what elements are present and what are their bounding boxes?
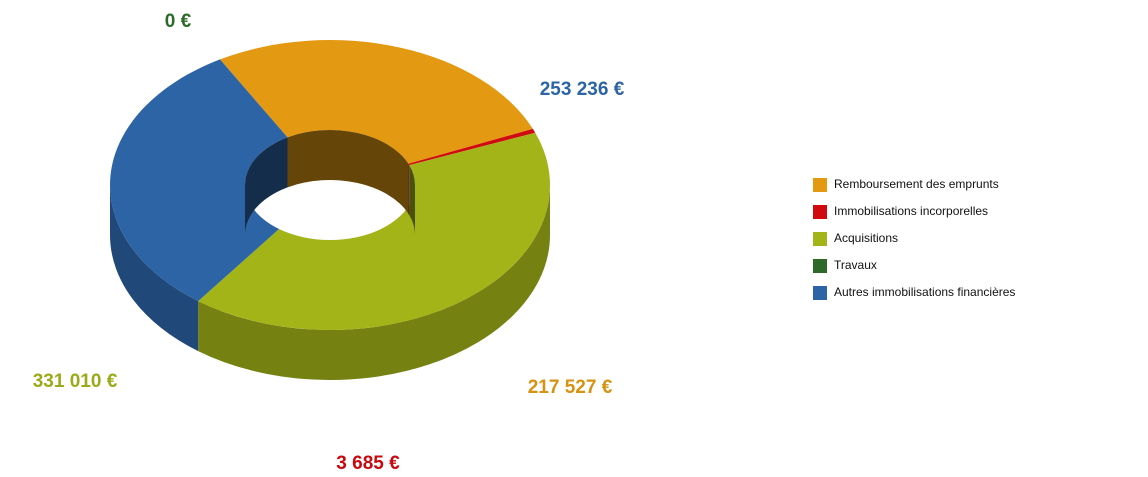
slice-inner-side — [245, 137, 288, 235]
legend-swatch — [813, 232, 827, 246]
slice-inner-side — [409, 165, 415, 235]
legend-swatch — [813, 178, 827, 192]
slice-inner-side — [287, 130, 409, 214]
value-label: 331 010 € — [33, 371, 118, 392]
value-label: 3 685 € — [336, 453, 400, 472]
value-label: 0 € — [165, 11, 192, 32]
legend-swatch — [813, 205, 827, 219]
slice — [198, 132, 550, 330]
legend-label: Acquisitions — [834, 231, 898, 245]
legend-swatch — [813, 286, 827, 300]
slice — [408, 128, 536, 166]
value-label: 217 527 € — [528, 377, 613, 398]
legend-label: Immobilisations incorporelles — [834, 204, 988, 218]
value-label: 253 236 € — [540, 79, 625, 100]
legend-label: Travaux — [834, 258, 877, 272]
legend-swatch — [813, 259, 827, 273]
legend-label: Autres immobilisations financières — [834, 285, 1015, 299]
slice-inner-side — [408, 163, 410, 216]
slice-side — [198, 185, 551, 380]
slice — [220, 40, 533, 164]
slice-side — [110, 185, 199, 352]
legend-label: Remboursement des emprunts — [834, 177, 999, 191]
slice — [110, 59, 288, 302]
